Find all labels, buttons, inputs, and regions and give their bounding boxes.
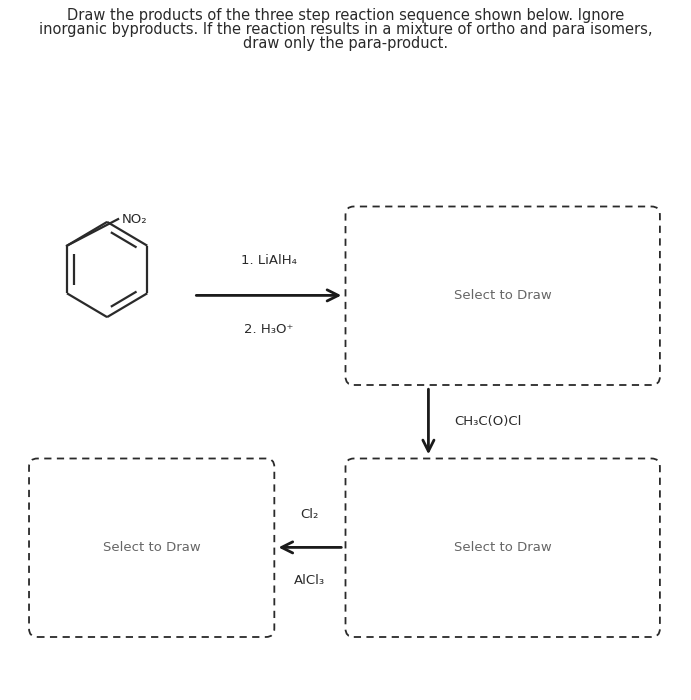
Text: 1. LiAlH₄: 1. LiAlH₄ (241, 254, 296, 267)
Text: Select to Draw: Select to Draw (103, 541, 200, 554)
Text: Select to Draw: Select to Draw (454, 289, 551, 302)
Text: AlCl₃: AlCl₃ (294, 574, 325, 587)
Text: CH₃C(O)Cl: CH₃C(O)Cl (455, 415, 522, 428)
Text: NO₂: NO₂ (122, 213, 147, 225)
Text: Cl₂: Cl₂ (301, 508, 319, 521)
Text: draw only the para-product.: draw only the para-product. (243, 36, 448, 51)
Text: Draw the products of the three step reaction sequence shown below. Ignore: Draw the products of the three step reac… (67, 8, 624, 23)
Text: 2. H₃O⁺: 2. H₃O⁺ (244, 323, 294, 337)
Text: Select to Draw: Select to Draw (454, 541, 551, 554)
Text: inorganic byproducts. If the reaction results in a mixture of ortho and para iso: inorganic byproducts. If the reaction re… (39, 22, 652, 37)
